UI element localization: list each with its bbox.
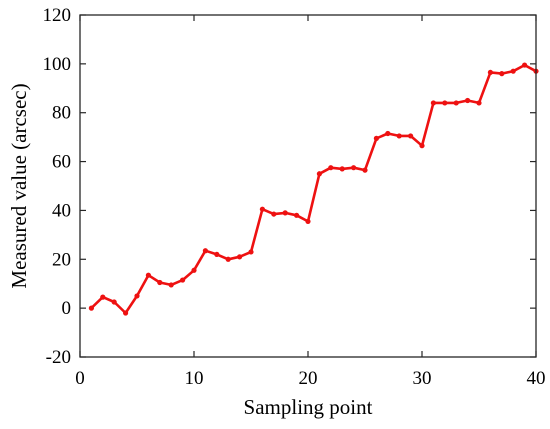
data-point — [259, 206, 265, 212]
data-point — [225, 256, 231, 262]
data-point — [339, 166, 345, 172]
y-axis-label: Measured value (arcsec) — [7, 83, 31, 288]
data-point — [88, 305, 94, 311]
x-axis-label: Sampling point — [244, 395, 373, 419]
data-point — [123, 310, 129, 316]
plot-frame — [79, 14, 537, 358]
y-tick-label: 0 — [62, 298, 72, 319]
data-point — [237, 254, 243, 260]
data-point — [396, 133, 402, 139]
data-point — [419, 143, 425, 149]
x-tick-label: 40 — [527, 368, 546, 389]
data-point — [294, 212, 300, 218]
data-point — [248, 249, 254, 255]
y-tick-label: 40 — [52, 200, 71, 221]
data-point — [134, 293, 140, 299]
y-tick-label: 100 — [43, 54, 72, 75]
data-point — [100, 294, 106, 300]
data-point — [476, 100, 482, 106]
data-point — [316, 171, 322, 177]
data-point — [453, 100, 459, 106]
y-axis-ticks: -20 0 20 40 60 80 100 120 — [43, 5, 536, 368]
y-tick-label: 20 — [52, 249, 71, 270]
data-point — [282, 210, 288, 216]
data-point — [373, 135, 379, 141]
data-point — [362, 167, 368, 173]
data-point — [385, 130, 391, 137]
y-tick-label: 60 — [52, 152, 71, 173]
data-point — [168, 282, 174, 288]
y-tick-label: 80 — [52, 103, 71, 124]
data-point — [180, 277, 186, 283]
y-tick-label: -20 — [46, 347, 71, 368]
data-point — [328, 165, 334, 171]
data-point — [510, 68, 516, 74]
data-point — [408, 133, 414, 139]
data-point — [351, 165, 357, 171]
data-point — [157, 279, 163, 286]
series-group — [88, 62, 539, 316]
series-line — [90, 63, 538, 315]
x-tick-label: 20 — [299, 368, 318, 389]
data-point — [191, 267, 197, 273]
data-point — [430, 100, 436, 106]
data-point — [271, 211, 277, 217]
data-point — [145, 272, 151, 278]
x-tick-label: 10 — [185, 368, 204, 389]
data-point — [214, 251, 220, 257]
data-point — [305, 218, 311, 225]
data-point — [465, 97, 471, 104]
data-point — [442, 100, 448, 106]
x-tick-label: 0 — [75, 368, 85, 389]
data-point — [111, 299, 117, 305]
data-point — [487, 69, 493, 76]
data-point — [499, 71, 505, 77]
data-point — [522, 62, 528, 68]
y-tick-label: 120 — [43, 5, 72, 26]
x-axis-ticks: 0 10 20 30 40 — [75, 15, 546, 389]
x-tick-label: 30 — [413, 368, 432, 389]
data-point — [202, 248, 208, 254]
